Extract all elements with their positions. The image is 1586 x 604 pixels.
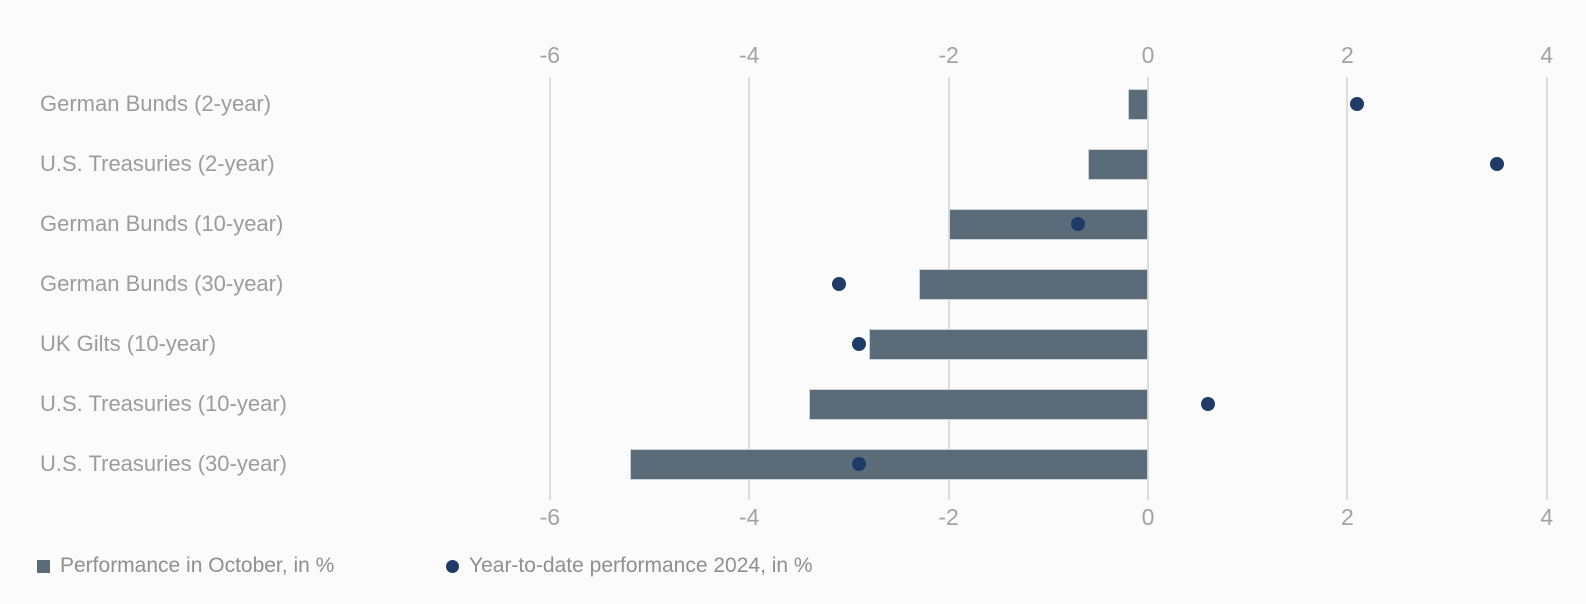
legend: Performance in October, in % Year-to-dat… [0,548,1586,584]
legend-item-october: Performance in October, in % [37,548,334,584]
category-label: UK Gilts (10-year) [40,331,217,356]
category-label: U.S. Treasuries (30-year) [40,451,287,476]
x-tick-label-top: -4 [738,42,760,68]
october-performance-bar [1128,88,1148,120]
x-tick-label-bottom: -2 [938,504,959,530]
ytd-performance-dot [1071,217,1086,231]
october-performance-bar [809,388,1148,420]
x-tick-label-bottom: 4 [1540,504,1554,530]
october-performance-bar [918,268,1148,300]
october-performance-bar [868,328,1148,360]
x-tick-label-bottom: 0 [1141,504,1155,530]
x-tick-label-top: 0 [1141,42,1155,68]
gridline [548,77,551,500]
ytd-performance-dot [1350,97,1365,111]
gridline [748,77,751,500]
gridline [1147,77,1149,500]
bar-series-swatch-icon [37,559,50,573]
october-performance-bar [1088,148,1148,180]
x-tick-label-bottom: -6 [539,504,561,530]
dot-series-swatch-icon [446,559,459,573]
category-label: U.S. Treasuries (10-year) [40,391,287,416]
x-tick-label-top: 4 [1540,42,1554,68]
ytd-performance-dot [1489,157,1504,171]
ytd-performance-dot [831,277,846,291]
x-tick-label-bottom: 2 [1340,504,1354,530]
x-tick-label-top: -2 [938,42,959,68]
legend-label-october: Performance in October, in % [60,554,335,577]
x-tick-label-top: -6 [539,42,561,68]
gridline [1346,77,1349,500]
x-tick-label-bottom: -4 [738,504,760,530]
october-performance-bar [629,448,1148,480]
gridline [1545,77,1548,500]
ytd-performance-dot [1200,397,1215,411]
category-label: German Bunds (30-year) [40,271,284,296]
october-performance-bar [948,208,1148,240]
legend-item-ytd: Year-to-date performance 2024, in % [446,548,813,584]
category-label: U.S. Treasuries (2-year) [40,151,275,176]
ytd-performance-dot [851,337,866,351]
x-tick-label-top: 2 [1340,42,1354,68]
category-label: German Bunds (2-year) [40,91,272,116]
ytd-performance-dot [851,457,866,471]
category-label: German Bunds (10-year) [40,211,284,236]
legend-label-ytd: Year-to-date performance 2024, in % [469,554,813,577]
